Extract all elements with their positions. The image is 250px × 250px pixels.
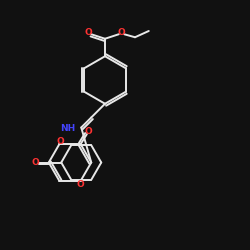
Text: O: O (84, 126, 92, 136)
Text: O: O (84, 28, 92, 37)
Text: NH: NH (60, 124, 76, 133)
Text: O: O (32, 158, 39, 167)
Text: O: O (56, 136, 64, 145)
Text: O: O (77, 180, 84, 189)
Text: O: O (118, 28, 126, 37)
